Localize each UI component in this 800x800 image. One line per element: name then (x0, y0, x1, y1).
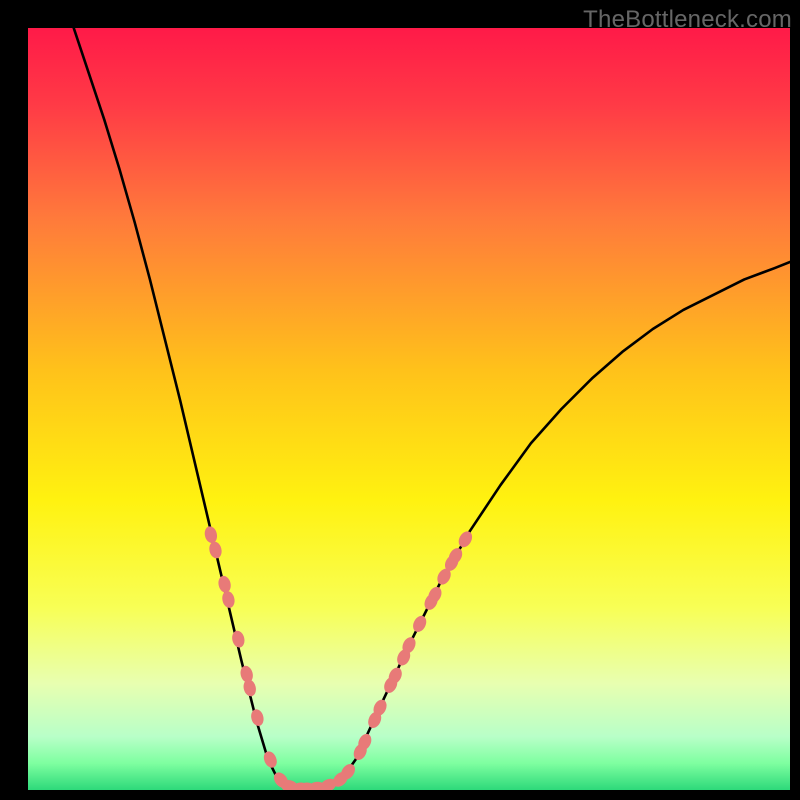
plot-area (28, 28, 790, 790)
chart-frame: TheBottleneck.com (0, 0, 800, 800)
plot-svg (28, 28, 790, 790)
gradient-background (28, 28, 790, 790)
